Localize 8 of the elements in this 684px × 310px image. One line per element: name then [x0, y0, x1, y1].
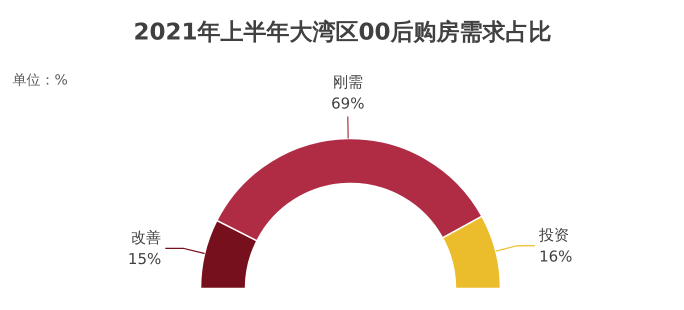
slice-label: 投资: [538, 226, 570, 244]
data-label: 15%: [128, 250, 162, 268]
slice-label: 改善: [131, 228, 162, 247]
chart-title: 2021年上半年大湾区00后购房需求占比: [133, 18, 552, 46]
data-label: 16%: [539, 248, 572, 266]
text: 单位：%: [12, 72, 68, 88]
slice-label: 刚需: [332, 72, 363, 91]
data-label: 69%: [331, 94, 364, 113]
